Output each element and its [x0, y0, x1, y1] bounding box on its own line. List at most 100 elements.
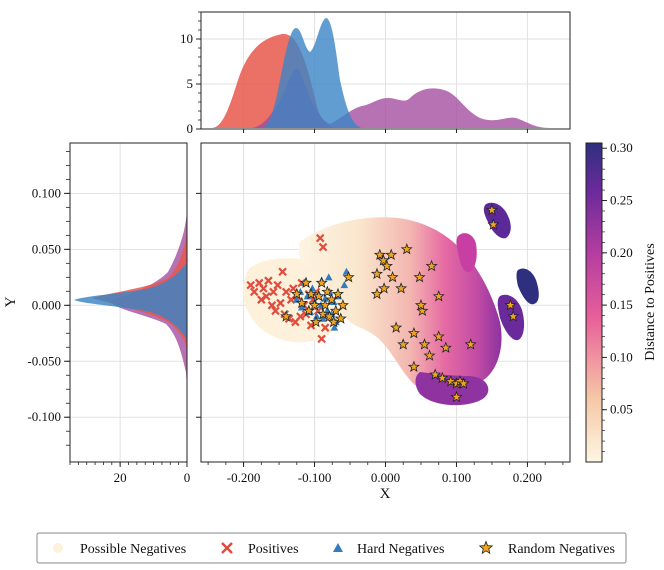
- legend-label-hard-negatives: Hard Negatives: [357, 542, 444, 557]
- random-negative-point: [413, 270, 426, 283]
- random-negative-point: [432, 289, 445, 302]
- random-negative-point: [487, 218, 500, 230]
- main-scatter-panel: -0.200 -0.100 0.000 0.100 0.200 0.1000.0500.…: [3, 142, 571, 502]
- random-negative-point: [400, 242, 413, 255]
- legend-item-possible-negatives: Possible Negatives: [53, 542, 186, 557]
- random-negative-point: [378, 282, 391, 294]
- random-negative-point: [390, 321, 403, 333]
- legend-item-hard-negatives: Hard Negatives: [333, 542, 444, 557]
- possible-negatives-patch-2: [456, 233, 477, 273]
- random-negative-point: [485, 203, 499, 216]
- hard-negative-point: [297, 303, 306, 311]
- y-tick-label: -0.050: [27, 353, 61, 368]
- possible-negatives-patch-3: [516, 268, 539, 305]
- random-negative-point: [280, 310, 293, 322]
- legend-label-possible-negatives: Possible Negatives: [80, 542, 186, 557]
- random-negative-point: [439, 341, 452, 353]
- positive-point: [273, 280, 282, 290]
- hard-negative-point: [330, 323, 339, 331]
- random-negative-point: [397, 338, 410, 350]
- hard-negative-point: [319, 314, 327, 322]
- random-negative-point: [309, 315, 322, 328]
- random-negative-point: [380, 259, 393, 272]
- random-negative-point: [370, 287, 383, 300]
- random-negative-point: [504, 298, 517, 311]
- random-negative-point: [395, 282, 408, 294]
- y-tick-label: -0.100: [27, 409, 61, 424]
- random-negative-point: [370, 267, 383, 280]
- positive-point: [257, 295, 266, 304]
- positive-point: [267, 301, 277, 310]
- left-x-tick-label: 0: [184, 470, 191, 485]
- hard-negative-point: [312, 312, 321, 320]
- positive-point: [317, 334, 326, 344]
- top-marginal-x-ticks: [243, 129, 528, 133]
- possible-negatives-clusters: [243, 202, 539, 406]
- colorbar-tick-label: 0.30: [610, 140, 633, 155]
- random-negative-point: [316, 307, 330, 320]
- positive-point: [315, 233, 325, 243]
- positive-point: [320, 323, 330, 332]
- legend-label-positives: Positives: [248, 542, 299, 557]
- x-tick-label: 0.000: [371, 470, 400, 485]
- random-negative-point: [425, 259, 438, 272]
- left-x-tick-label: 20: [114, 470, 127, 485]
- y-tick-label: 0.050: [32, 241, 61, 256]
- legend-marker-random-negatives: [478, 540, 494, 555]
- random-negative-point: [407, 360, 420, 373]
- colorbar-tick-label: 0.15: [610, 297, 633, 312]
- legend-marker-positives: [221, 542, 233, 554]
- random-negative-point: [436, 371, 449, 384]
- legend: Possible Negatives Positives Hard Negati…: [36, 532, 627, 564]
- colorbar-label: Distance to Positives: [643, 243, 658, 360]
- random-negative-point: [414, 298, 427, 311]
- left-marginal-panel: 20 0: [69, 142, 201, 485]
- random-negative-point: [429, 368, 442, 380]
- random-negative-point: [457, 377, 470, 389]
- left-kde-hard-negatives: [74, 262, 187, 340]
- legend-marker-possible-negatives: [53, 543, 63, 553]
- legend-item-positives: Positives: [221, 542, 299, 557]
- positive-point: [271, 306, 280, 316]
- random-negative-point: [423, 349, 436, 361]
- possible-negatives-cloud-main: [298, 217, 502, 394]
- random-negative-point: [377, 254, 390, 266]
- colorbar-tick-label: 0.25: [610, 193, 633, 208]
- hard-negative-point: [321, 294, 329, 302]
- random-negative-point: [407, 326, 420, 339]
- random-negative-point: [507, 310, 520, 322]
- x-tick-label: -0.200: [227, 470, 261, 485]
- random-negative-point: [464, 338, 477, 350]
- random-negative-point: [300, 276, 313, 289]
- random-negative-point: [290, 287, 303, 300]
- x-axis-label: X: [380, 486, 391, 502]
- top-marginal-y-ticks: 0 5 10: [180, 11, 201, 136]
- top-y-tick-label: 5: [187, 76, 194, 91]
- legend-label-random-negatives: Random Negatives: [508, 542, 615, 557]
- positive-point: [288, 284, 298, 293]
- positive-point: [269, 287, 278, 297]
- random-negative-point: [432, 330, 445, 342]
- random-negative-point: [386, 270, 399, 283]
- main-grid: [201, 143, 570, 462]
- random-negative-point: [308, 298, 321, 311]
- random-negatives-layer: [280, 203, 520, 403]
- positive-point: [296, 312, 305, 321]
- positive-point: [278, 267, 287, 276]
- colorbar-ticks: 0.05 0.10 0.15 0.20 0.25 0.30: [602, 140, 633, 452]
- left-marginal-y-ticks: [196, 192, 201, 418]
- hard-negative-point: [324, 273, 333, 281]
- positive-point: [281, 287, 291, 297]
- possible-negatives-cloud-bottom: [415, 372, 489, 406]
- left-marginal-x-ticks: 20 0: [69, 462, 191, 485]
- random-negative-point: [418, 338, 431, 350]
- random-negative-point: [450, 390, 463, 403]
- x-tick-label: -0.100: [298, 470, 332, 485]
- random-negative-point: [295, 296, 308, 309]
- legend-frame: [36, 532, 627, 564]
- positive-point: [306, 321, 316, 330]
- x-tick-label: 0.200: [513, 470, 542, 485]
- y-axis-label: Y: [3, 296, 19, 307]
- top-marginal-panel: 0 5 10: [180, 11, 571, 136]
- top-kde-hard-negatives: [262, 18, 362, 128]
